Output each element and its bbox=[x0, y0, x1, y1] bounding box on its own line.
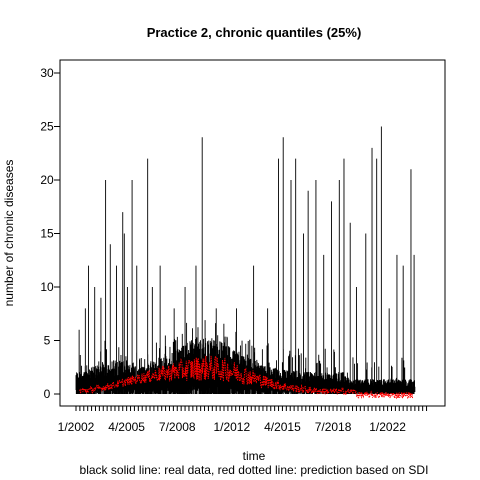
x-tick-label: 4/2005 bbox=[108, 420, 145, 434]
y-tick-label: 20 bbox=[40, 173, 54, 187]
y-tick-label: 30 bbox=[40, 66, 54, 80]
y-axis-label: number of chronic diseases bbox=[2, 160, 16, 307]
x-tick-label: 7/2018 bbox=[315, 420, 352, 434]
chart-caption: black solid line: real data, red dotted … bbox=[80, 463, 429, 477]
x-tick-label: 1/2012 bbox=[213, 420, 250, 434]
y-tick-label: 0 bbox=[44, 387, 51, 401]
x-tick-label: 4/2015 bbox=[264, 420, 301, 434]
y-axis: 0 5 10 15 20 25 30 bbox=[40, 66, 61, 401]
y-tick-label: 25 bbox=[40, 120, 54, 134]
x-axis: 1/2002 4/2005 7/2008 1/2012 4/2015 7/2018 1/20… bbox=[58, 405, 428, 434]
plot-box bbox=[59, 59, 446, 407]
x-axis-label: time bbox=[243, 449, 266, 463]
real-data-line bbox=[75, 126, 416, 394]
real-data-series bbox=[75, 126, 416, 394]
x-tick-label: 1/2022 bbox=[369, 420, 406, 434]
y-tick-label: 15 bbox=[40, 227, 54, 241]
prediction-series bbox=[79, 354, 414, 401]
x-tick-label: 7/2008 bbox=[159, 420, 196, 434]
y-tick-label: 10 bbox=[40, 280, 54, 294]
x-tick-label: 1/2002 bbox=[58, 420, 95, 434]
y-tick-label: 5 bbox=[44, 334, 51, 348]
prediction-line bbox=[79, 354, 414, 401]
chart-title: Practice 2, chronic quantiles (25%) bbox=[147, 25, 362, 40]
